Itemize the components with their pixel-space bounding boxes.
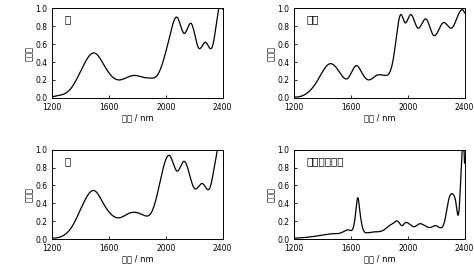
X-axis label: 波長 / nm: 波長 / nm — [121, 113, 153, 122]
Text: 羊毛: 羊毛 — [306, 15, 319, 24]
Text: 麻: 麻 — [64, 156, 70, 166]
Text: 綿: 綿 — [64, 15, 70, 24]
Y-axis label: 吸光度: 吸光度 — [267, 187, 276, 202]
Text: ポリエステル: ポリエステル — [306, 156, 344, 166]
Y-axis label: 吸光度: 吸光度 — [25, 187, 34, 202]
X-axis label: 波長 / nm: 波長 / nm — [121, 254, 153, 263]
Y-axis label: 吸光度: 吸光度 — [25, 46, 34, 61]
X-axis label: 波長 / nm: 波長 / nm — [364, 113, 395, 122]
Y-axis label: 吸光度: 吸光度 — [267, 46, 276, 61]
X-axis label: 波長 / nm: 波長 / nm — [364, 254, 395, 263]
